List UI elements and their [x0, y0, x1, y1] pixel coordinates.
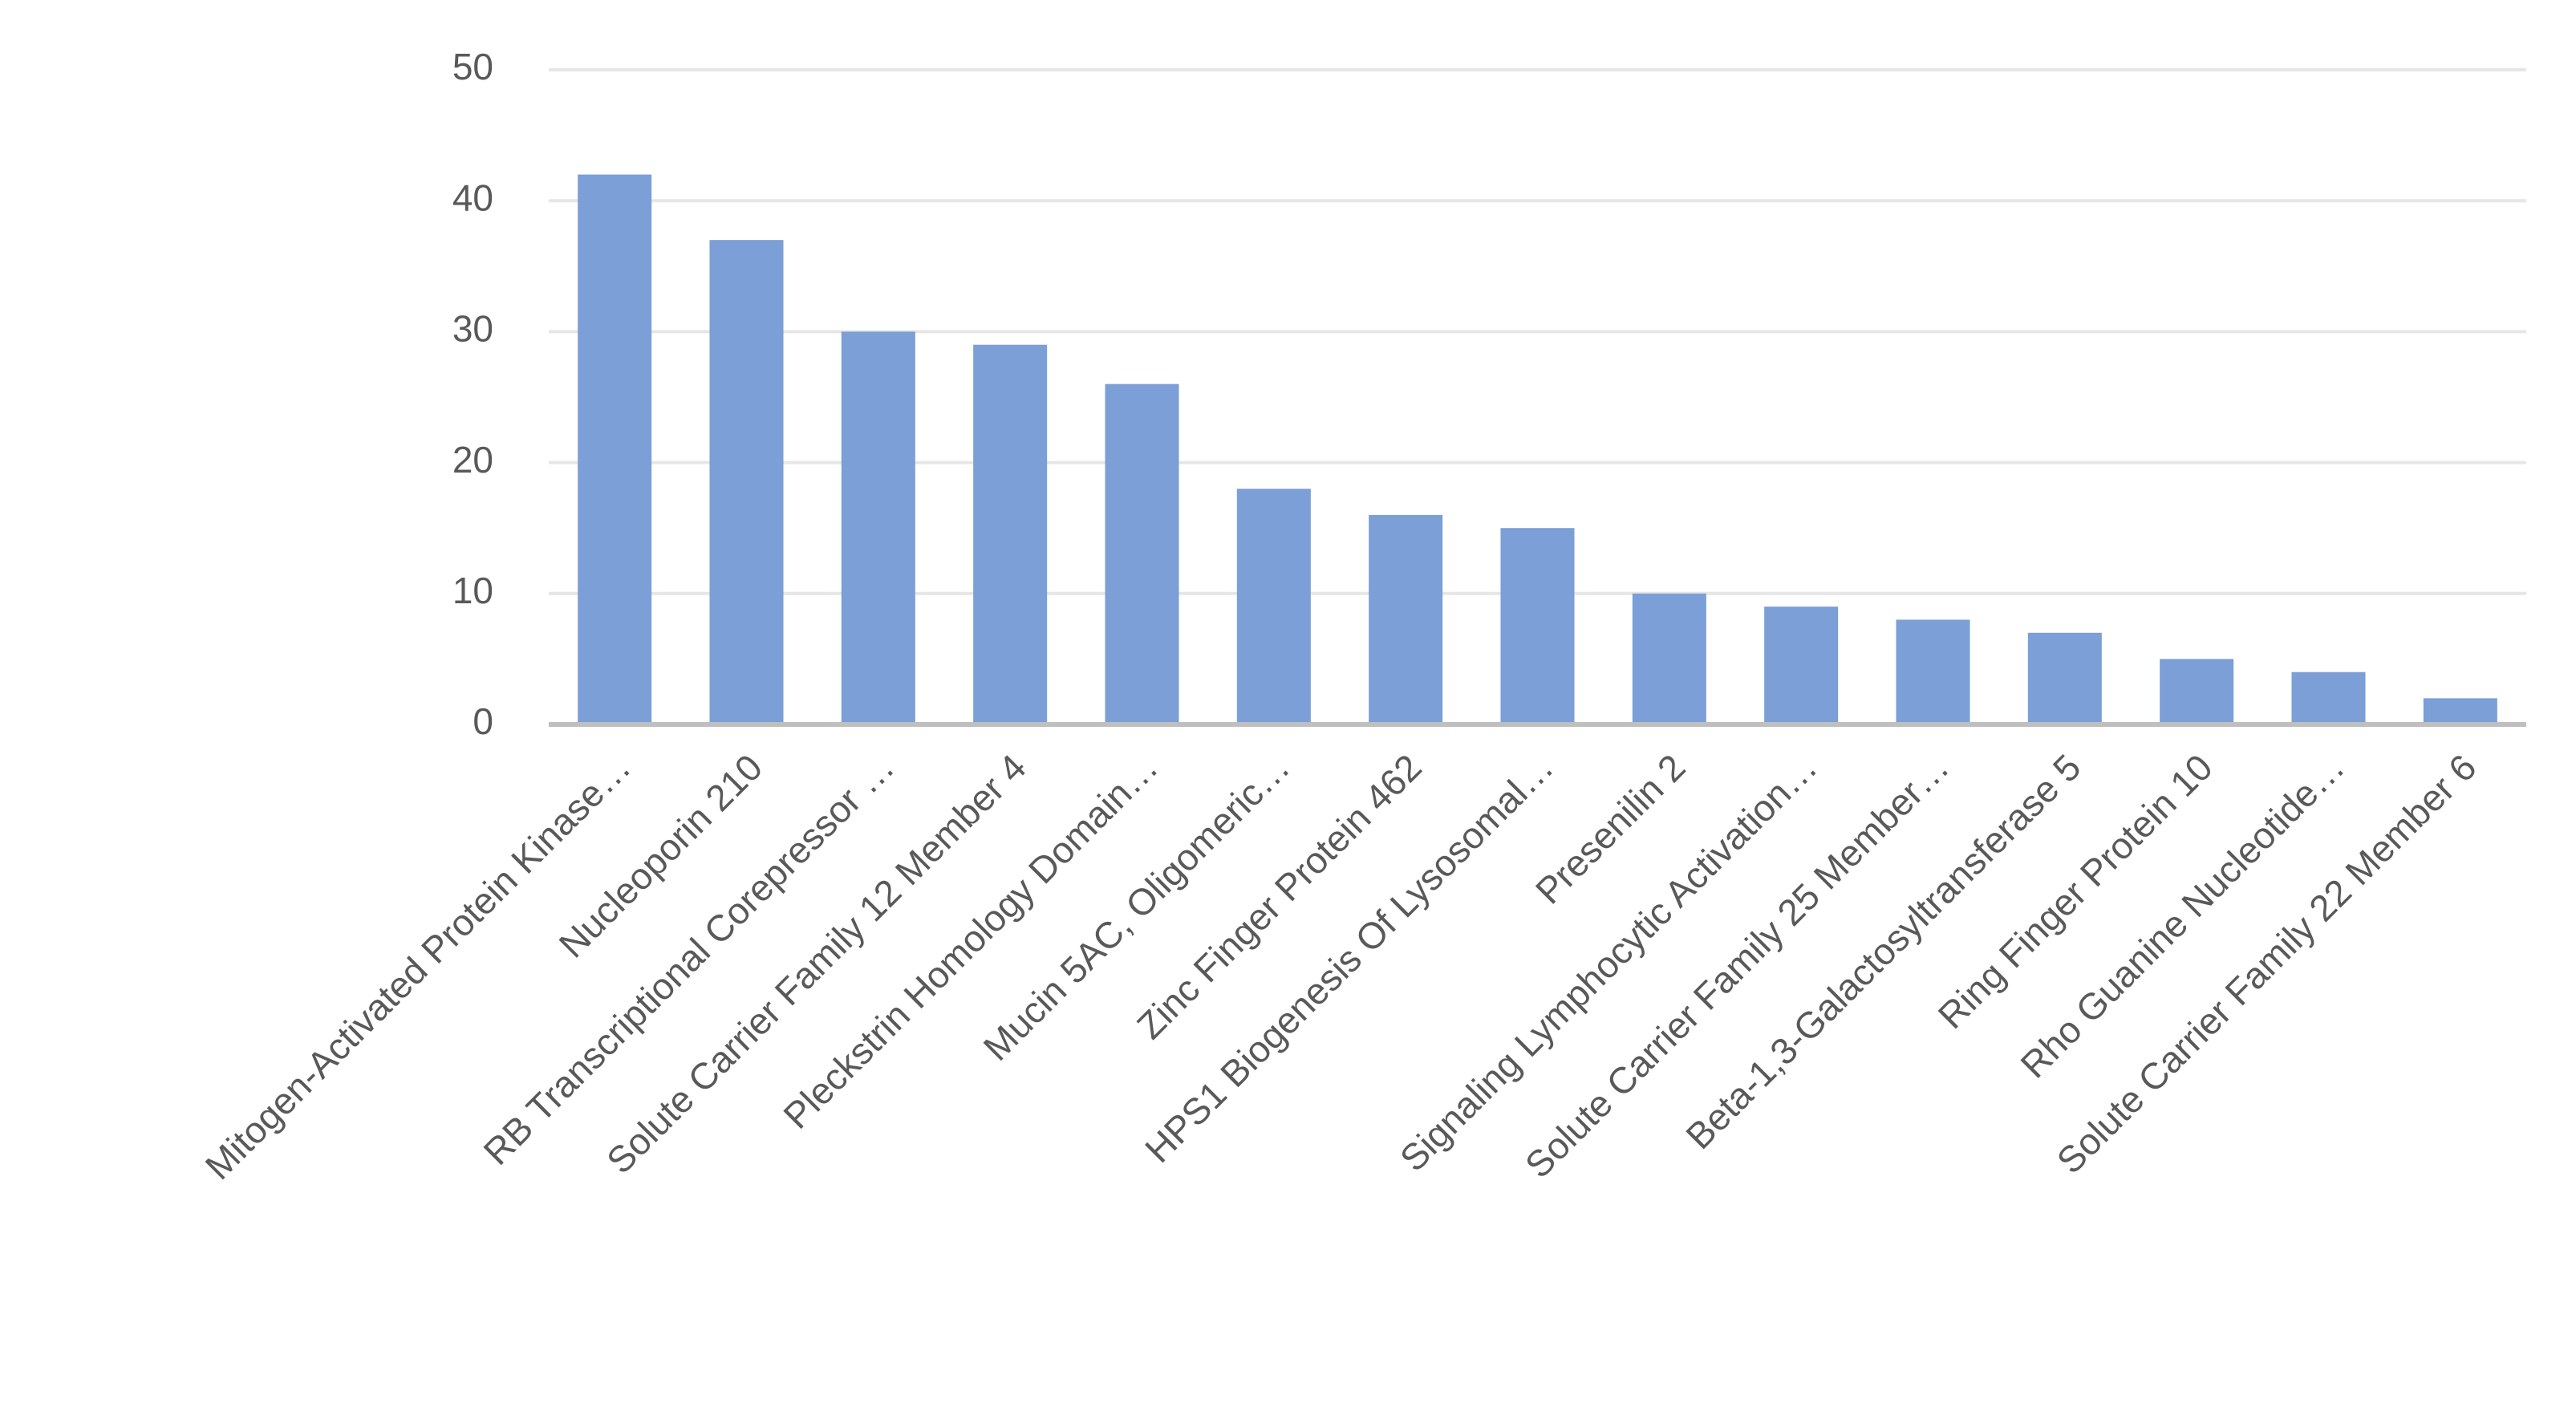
bar [2027, 632, 2102, 724]
bar [2160, 659, 2234, 724]
y-tick-label: 20 [452, 439, 493, 481]
bar [1369, 514, 1443, 724]
y-tick-label: 30 [452, 308, 493, 350]
bar [1764, 607, 1839, 724]
y-tick-label: 10 [452, 570, 493, 611]
bar [2291, 671, 2366, 724]
bar [1236, 489, 1311, 724]
bar [2423, 698, 2497, 724]
bar [841, 331, 915, 724]
y-tick-label: 50 [452, 46, 493, 87]
bar [578, 174, 652, 724]
y-tick-label: 40 [452, 176, 493, 218]
bar [1632, 593, 1706, 724]
bar [709, 240, 784, 724]
bar [1105, 383, 1179, 724]
bar [1500, 528, 1575, 724]
bar [973, 344, 1048, 724]
y-tick-label: 0 [473, 700, 493, 742]
x-tick-label: Mitogen-Activated Protein Kinase… [197, 746, 639, 1187]
bar [1896, 619, 1970, 724]
